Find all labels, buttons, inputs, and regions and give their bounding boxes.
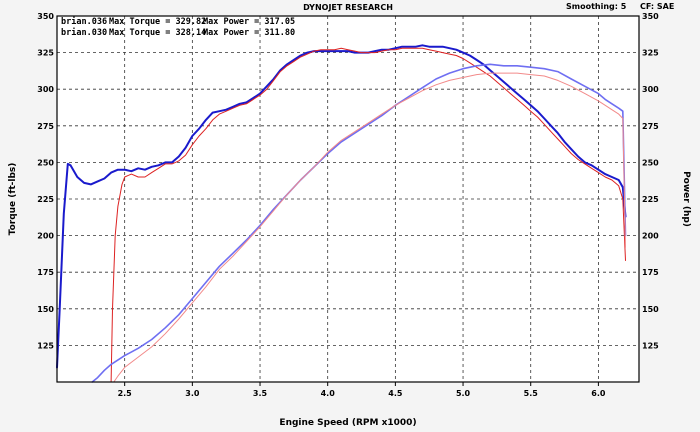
y-axis-right-title: Power (hp) bbox=[681, 171, 691, 227]
y-left-tick-label: 200 bbox=[37, 232, 54, 241]
plot-border bbox=[56, 15, 640, 383]
x-tick-label: 2.5 bbox=[118, 389, 133, 398]
chart-title: DYNOJET RESEARCH bbox=[303, 3, 393, 12]
y-left-tick-label: 150 bbox=[37, 305, 54, 314]
series-line-4 bbox=[113, 72, 626, 383]
legend-run-1-max-power: Max Power = 317.05 bbox=[203, 17, 295, 27]
y-left-tick-label: 175 bbox=[37, 268, 54, 277]
y-right-tick-label: 250 bbox=[642, 158, 659, 167]
y-right-tick-label: 175 bbox=[642, 268, 659, 277]
y-left-tick-label: 125 bbox=[37, 341, 54, 350]
x-tick-label: 6.0 bbox=[591, 389, 606, 398]
x-tick-label: 5.5 bbox=[524, 389, 539, 398]
y-right-tick-label: 275 bbox=[642, 122, 659, 131]
legend-run-2-name: brian.030 bbox=[61, 27, 107, 38]
legend-run-1-max-torque: Max Torque = 329.82 bbox=[109, 17, 206, 27]
y-right-tick-label: 125 bbox=[642, 341, 659, 350]
x-axis-ticks: 2.5 3.0 3.5 4.0 4.5 5.0 5.5 6.0 bbox=[118, 382, 606, 398]
series-line-2 bbox=[110, 47, 626, 383]
x-tick-label: 3.0 bbox=[185, 389, 200, 398]
legend-run-2-max-power: Max Power = 311.80 bbox=[203, 28, 295, 38]
y-right-tick-label: 150 bbox=[642, 305, 659, 314]
y-left-tick-label: 325 bbox=[37, 49, 54, 58]
x-tick-label: 5.0 bbox=[456, 389, 471, 398]
y-left-tick-label: 250 bbox=[37, 158, 54, 167]
legend-run-2-max-torque: Max Torque = 328.14 bbox=[109, 28, 206, 38]
legend: brian.036 Max Torque = 329.82 Max Power … bbox=[61, 16, 295, 38]
y-axis-left-ticks: 125 150 175 200 225 250 275 300 325 350 bbox=[37, 12, 54, 350]
y-right-tick-label: 300 bbox=[642, 85, 659, 94]
series-layer bbox=[56, 44, 627, 383]
y-right-tick-label: 350 bbox=[642, 12, 659, 21]
x-tick-label: 4.0 bbox=[321, 389, 336, 398]
y-axis-right-ticks: 125 150 175 200 225 250 275 300 325 350 bbox=[642, 12, 659, 350]
y-right-tick-label: 225 bbox=[642, 195, 659, 204]
y-left-tick-label: 275 bbox=[37, 122, 54, 131]
legend-run-1-name: brian.036 bbox=[61, 16, 107, 27]
y-left-tick-label: 350 bbox=[37, 12, 54, 21]
y-right-tick-label: 200 bbox=[642, 232, 659, 241]
y-axis-left-title: Torque (ft-lbs) bbox=[8, 163, 18, 236]
correction-factor-label: CF: SAE bbox=[640, 2, 674, 11]
smoothing-label: Smoothing: 5 bbox=[566, 2, 627, 11]
series-line-3 bbox=[91, 63, 627, 383]
y-left-tick-label: 300 bbox=[37, 85, 54, 94]
y-right-tick-label: 325 bbox=[642, 49, 659, 58]
y-left-tick-label: 225 bbox=[37, 195, 54, 204]
grid-lines bbox=[57, 16, 639, 382]
series-line-1 bbox=[56, 44, 627, 369]
x-tick-label: 4.5 bbox=[388, 389, 403, 398]
x-axis-title: Engine Speed (RPM x1000) bbox=[279, 418, 416, 428]
x-tick-label: 3.5 bbox=[253, 389, 268, 398]
